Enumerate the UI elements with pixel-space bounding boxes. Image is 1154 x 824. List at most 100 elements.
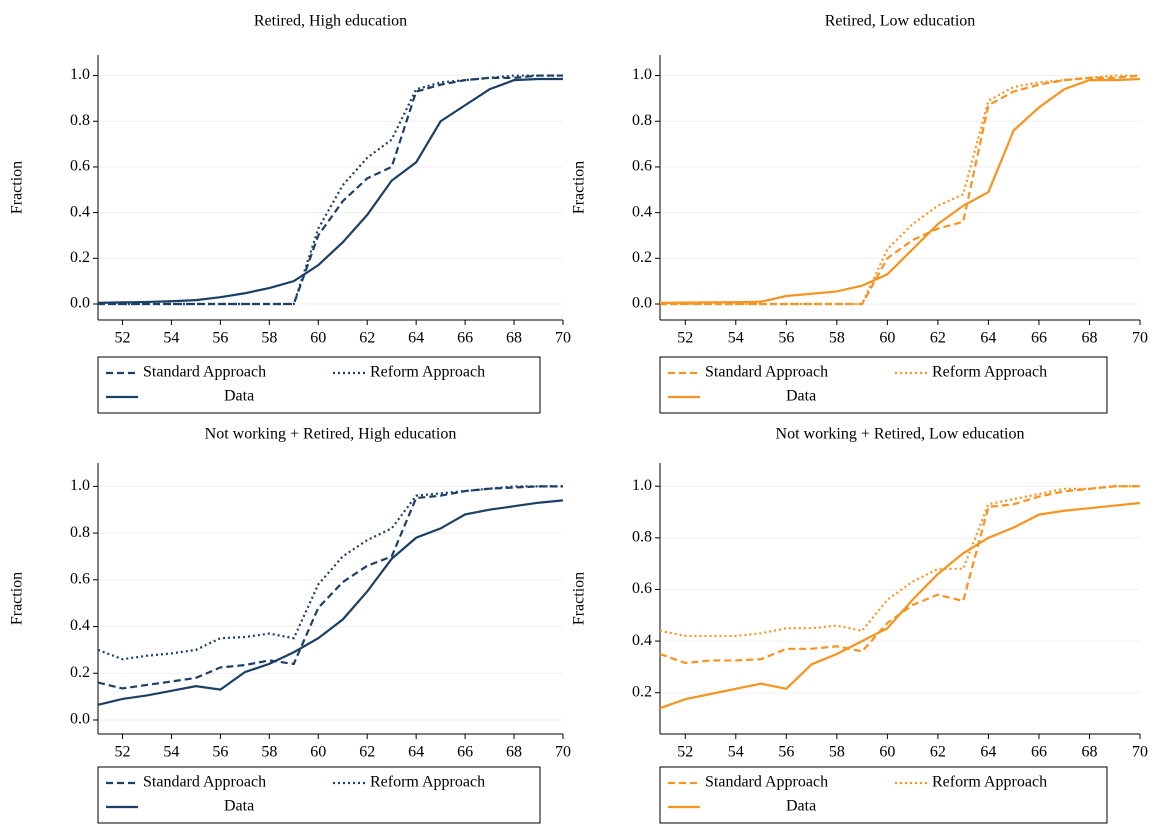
data-line xyxy=(98,74,563,306)
y-tick-label: 0.6 xyxy=(70,570,90,587)
chart-title: Not working + Retired, Low education xyxy=(776,426,1025,443)
y-tick-label: 0.2 xyxy=(632,683,652,700)
y-tick-label: 0.6 xyxy=(632,580,652,597)
legend-label: Standard Approach xyxy=(705,364,828,381)
x-tick-label: 60 xyxy=(310,744,326,761)
x-tick-label: 68 xyxy=(506,744,522,761)
x-tick-label: 58 xyxy=(829,744,845,761)
x-tick-label: 68 xyxy=(506,330,522,347)
y-tick-label: 0.4 xyxy=(632,632,652,649)
y-axis-label: Fraction xyxy=(9,161,26,214)
x-tick-label: 56 xyxy=(212,744,228,761)
legend-label: Data xyxy=(224,388,254,405)
legend-label: Standard Approach xyxy=(705,774,828,791)
y-tick-label: 0.2 xyxy=(70,249,90,266)
data-line xyxy=(659,485,1140,665)
x-tick-label: 66 xyxy=(457,744,473,761)
y-tick-label: 0.4 xyxy=(70,617,90,634)
legend-label: Reform Approach xyxy=(370,774,485,791)
x-tick-label: 66 xyxy=(1031,744,1047,761)
data-line xyxy=(660,74,1140,306)
x-tick-label: 66 xyxy=(1031,330,1047,347)
x-tick-label: 52 xyxy=(114,330,130,347)
x-tick-label: 54 xyxy=(163,744,179,761)
x-tick-label: 68 xyxy=(1081,744,1097,761)
y-tick-label: 0.2 xyxy=(632,249,652,266)
legend-label: Data xyxy=(786,798,816,815)
x-tick-label: 56 xyxy=(778,744,794,761)
y-tick-label: 0.4 xyxy=(632,203,652,220)
x-tick-label: 64 xyxy=(980,744,996,761)
y-tick-label: 0.8 xyxy=(632,529,652,546)
x-tick-label: 54 xyxy=(728,744,744,761)
x-tick-label: 52 xyxy=(677,744,693,761)
x-tick-label: 66 xyxy=(457,330,473,347)
legend-label: Data xyxy=(786,388,816,405)
data-line xyxy=(98,74,563,306)
x-tick-label: 54 xyxy=(728,330,744,347)
chart-title: Not working + Retired, High education xyxy=(205,426,457,443)
data-line xyxy=(659,485,1140,638)
x-tick-label: 56 xyxy=(212,330,228,347)
legend-label: Standard Approach xyxy=(143,364,266,381)
y-tick-label: 0.8 xyxy=(70,524,90,541)
y-tick-label: 1.0 xyxy=(70,477,90,494)
y-tick-label: 0.8 xyxy=(70,112,90,129)
y-tick-label: 0.6 xyxy=(70,158,90,175)
y-tick-label: 0.0 xyxy=(632,295,652,312)
x-tick-label: 60 xyxy=(879,744,895,761)
data-line xyxy=(659,501,1141,710)
x-tick-label: 70 xyxy=(1132,744,1148,761)
y-axis-label: Fraction xyxy=(571,572,588,625)
x-tick-label: 58 xyxy=(829,330,845,347)
y-axis-label: Fraction xyxy=(571,161,588,214)
chart-title: Retired, Low education xyxy=(825,13,976,30)
legend-label: Reform Approach xyxy=(932,364,1047,381)
x-tick-label: 62 xyxy=(359,744,375,761)
x-tick-label: 62 xyxy=(930,744,946,761)
y-tick-label: 0.4 xyxy=(70,203,90,220)
y-tick-label: 0.6 xyxy=(632,158,652,175)
x-tick-label: 60 xyxy=(310,330,326,347)
x-tick-label: 58 xyxy=(261,330,277,347)
x-tick-label: 64 xyxy=(408,330,424,347)
x-tick-label: 70 xyxy=(555,330,571,347)
x-tick-label: 70 xyxy=(1132,330,1148,347)
x-tick-label: 58 xyxy=(261,744,277,761)
x-tick-label: 54 xyxy=(163,330,179,347)
x-tick-label: 68 xyxy=(1081,330,1097,347)
data-line xyxy=(97,499,564,706)
chart-title: Retired, High education xyxy=(254,13,407,30)
legend-box xyxy=(659,766,1108,824)
x-tick-label: 62 xyxy=(930,330,946,347)
data-line xyxy=(97,485,563,661)
x-tick-label: 56 xyxy=(778,330,794,347)
legend-label: Reform Approach xyxy=(370,364,485,381)
data-line xyxy=(97,77,563,304)
y-tick-label: 1.0 xyxy=(632,477,652,494)
y-axis-label: Fraction xyxy=(9,572,26,625)
x-tick-label: 64 xyxy=(408,744,424,761)
y-tick-label: 1.0 xyxy=(70,66,90,83)
legend-box xyxy=(97,766,541,824)
x-tick-label: 60 xyxy=(879,330,895,347)
y-tick-label: 0.0 xyxy=(70,295,90,312)
legend-box xyxy=(97,356,541,414)
x-tick-label: 64 xyxy=(980,330,996,347)
y-tick-label: 0.8 xyxy=(632,112,652,129)
y-tick-label: 1.0 xyxy=(632,66,652,83)
legend-box xyxy=(659,356,1108,414)
legend-label: Standard Approach xyxy=(143,774,266,791)
x-tick-label: 62 xyxy=(359,330,375,347)
legend-label: Data xyxy=(224,798,254,815)
legend-label: Reform Approach xyxy=(932,774,1047,791)
x-tick-label: 70 xyxy=(555,744,571,761)
data-line xyxy=(97,485,563,690)
x-tick-label: 52 xyxy=(114,744,130,761)
y-tick-label: 0.0 xyxy=(70,711,90,728)
data-line xyxy=(660,74,1141,306)
data-line xyxy=(659,77,1141,304)
x-tick-label: 52 xyxy=(677,330,693,347)
y-tick-label: 0.2 xyxy=(70,664,90,681)
